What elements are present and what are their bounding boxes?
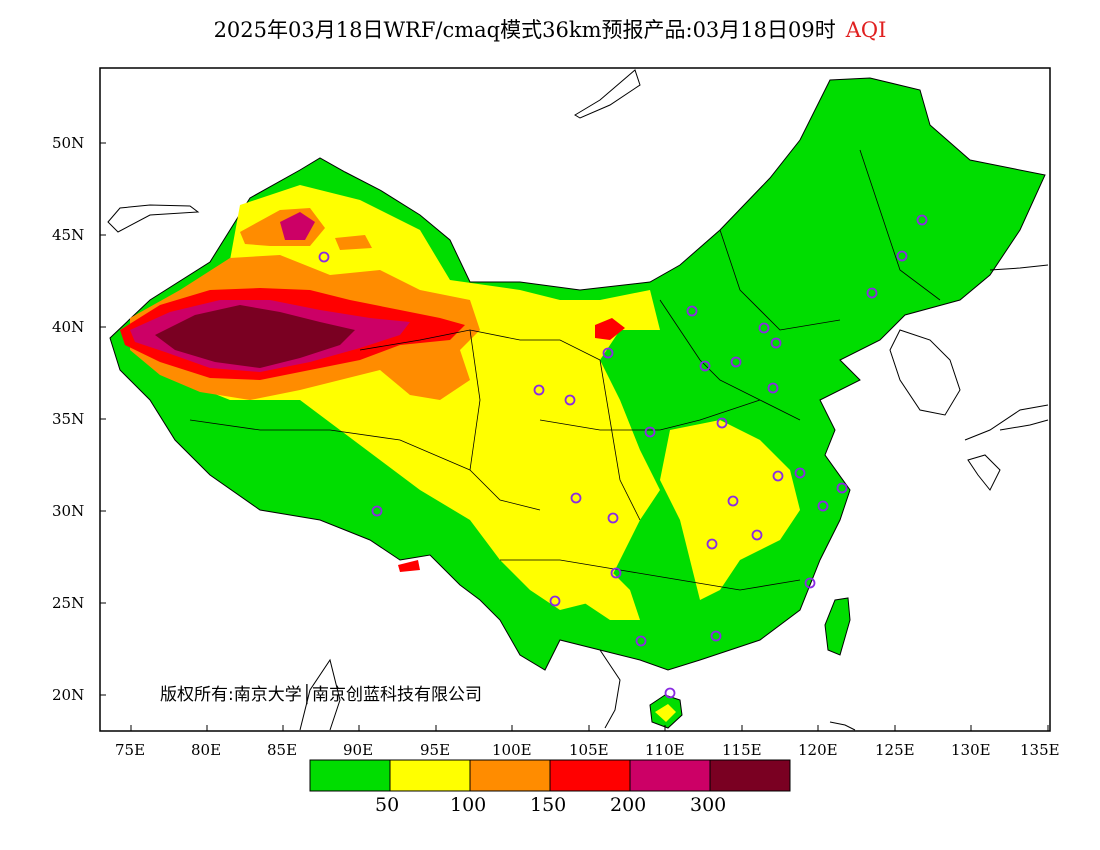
legend-label-50: 50 <box>375 794 400 816</box>
aqi-region-usg-patch <box>335 235 372 250</box>
legend-swatch-hazardous <box>709 759 791 792</box>
aqi-region-very-unhealthy-north <box>280 212 315 240</box>
lon-label-95e: 95E <box>420 741 451 759</box>
taiwan-island <box>824 597 851 656</box>
lat-label-20n: 20N <box>52 686 85 704</box>
lon-label-100e: 100E <box>492 741 532 759</box>
lat-label-40n: 40N <box>52 318 85 336</box>
legend-label-300: 300 <box>690 794 727 816</box>
lon-label-85e: 85E <box>267 741 298 759</box>
legend-swatch-moderate <box>389 759 471 792</box>
legend-swatch-good <box>309 759 391 792</box>
lon-label-135e: 135E <box>1020 741 1060 759</box>
lon-label-130e: 130E <box>951 741 991 759</box>
copyright-text: 版权所有:南京大学│南京创蓝科技有限公司 <box>160 685 482 705</box>
title-text: 2025年03月18日WRF/cmaq模式36km预报产品:03月18日09时 <box>213 18 836 42</box>
legend-label-200: 200 <box>610 794 647 816</box>
lon-label-80e: 80E <box>191 741 222 759</box>
legend-swatch-unhealthy <box>549 759 631 792</box>
title-variable: AQI <box>845 18 887 42</box>
legend-label-100: 100 <box>450 794 487 816</box>
lat-label-45n: 45N <box>52 226 85 244</box>
lon-label-125e: 125E <box>875 741 915 759</box>
aqi-region-unhealthy-patch <box>595 318 625 340</box>
province-boundaries <box>189 149 941 591</box>
legend-colorbar <box>309 759 791 792</box>
lat-label-50n: 50N <box>52 134 85 152</box>
lon-label-75e: 75E <box>115 741 146 759</box>
aqi-region-unhealthy-spot <box>398 560 420 572</box>
aqi-region-moderate-central <box>660 420 800 600</box>
legend-swatch-very-unhealthy <box>629 759 711 792</box>
neighbor-coastlines <box>107 69 1049 731</box>
lon-label-120e: 120E <box>798 741 838 759</box>
legend-swatch-usg <box>469 759 551 792</box>
lon-label-105e: 105E <box>569 741 609 759</box>
hainan-moderate <box>655 704 676 722</box>
axis-ticks <box>100 142 1049 731</box>
aqi-region-hazardous <box>155 305 355 368</box>
lon-label-90e: 90E <box>343 741 374 759</box>
lat-label-35n: 35N <box>52 410 85 428</box>
lat-label-25n: 25N <box>52 594 85 612</box>
lat-label-30n: 30N <box>52 502 85 520</box>
page-title: 2025年03月18日WRF/cmaq模式36km预报产品:03月18日09时 A… <box>0 14 1100 44</box>
legend-label-150: 150 <box>530 794 567 816</box>
aqi-region-moderate-south <box>560 560 640 620</box>
station-markers <box>318 214 928 699</box>
lon-label-115e: 115E <box>722 741 762 759</box>
lon-label-110e: 110E <box>645 741 685 759</box>
